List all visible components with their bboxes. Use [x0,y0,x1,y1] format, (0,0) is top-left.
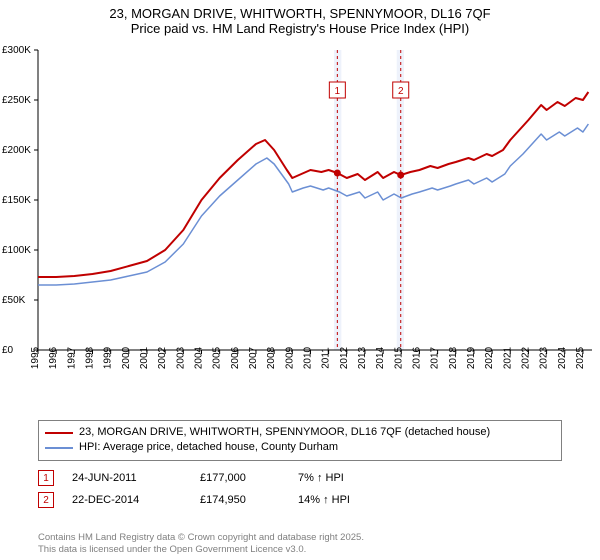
legend-swatch [45,447,73,449]
svg-text:£50K: £50K [2,295,26,306]
svg-text:2: 2 [398,86,404,97]
footer-attribution: Contains HM Land Registry data © Crown c… [38,532,364,556]
sale-row: 2 22-DEC-2014 £174,950 14% ↑ HPI [38,492,562,508]
title-address: 23, MORGAN DRIVE, WHITWORTH, SPENNYMOOR,… [0,6,600,21]
sale-date: 24-JUN-2011 [72,472,182,484]
svg-text:1: 1 [335,86,341,97]
legend-label: HPI: Average price, detached house, Coun… [79,440,338,455]
svg-text:£300K: £300K [2,45,31,56]
sale-date: 22-DEC-2014 [72,494,182,506]
svg-text:£200K: £200K [2,145,31,156]
legend-swatch [45,432,73,434]
sale-price: £174,950 [200,494,280,506]
sale-price: £177,000 [200,472,280,484]
svg-text:£0: £0 [2,345,14,356]
sale-marker-box: 2 [38,492,54,508]
sales-table: 1 24-JUN-2011 £177,000 7% ↑ HPI 2 22-DEC… [38,470,562,514]
sale-pct: 7% ↑ HPI [298,472,388,484]
line-chart-svg: £0£50K£100K£150K£200K£250K£300K199519961… [0,40,600,400]
svg-text:£150K: £150K [2,195,31,206]
chart-area: £0£50K£100K£150K£200K£250K£300K199519961… [0,40,600,400]
svg-text:£100K: £100K [2,245,31,256]
legend-label: 23, MORGAN DRIVE, WHITWORTH, SPENNYMOOR,… [79,425,490,440]
footer-line1: Contains HM Land Registry data © Crown c… [38,532,364,544]
chart-title: 23, MORGAN DRIVE, WHITWORTH, SPENNYMOOR,… [0,0,600,36]
sale-marker-box: 1 [38,470,54,486]
title-subtitle: Price paid vs. HM Land Registry's House … [0,21,600,36]
svg-text:£250K: £250K [2,95,31,106]
legend-item-price-paid: 23, MORGAN DRIVE, WHITWORTH, SPENNYMOOR,… [45,425,555,440]
legend-item-hpi: HPI: Average price, detached house, Coun… [45,440,555,455]
legend: 23, MORGAN DRIVE, WHITWORTH, SPENNYMOOR,… [38,420,562,461]
sale-row: 1 24-JUN-2011 £177,000 7% ↑ HPI [38,470,562,486]
sale-pct: 14% ↑ HPI [298,494,388,506]
footer-line2: This data is licensed under the Open Gov… [38,544,364,556]
